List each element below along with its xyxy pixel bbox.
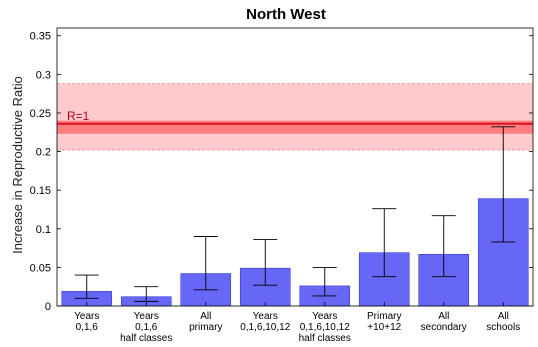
chart-title: North West <box>246 6 326 23</box>
category-label-line: 0,1,6,10,12 <box>240 322 290 333</box>
category-label-line: All <box>200 311 211 322</box>
category-label: All primary <box>189 311 222 333</box>
category-label: Primary +10+12 <box>367 311 402 333</box>
category-label: All schools <box>486 311 520 333</box>
category-label: All secondary <box>421 311 467 333</box>
category-label: Years 0,1,6 half classes <box>120 311 172 344</box>
y-tick-label: 0.25 <box>30 108 51 120</box>
category-label-line: Years <box>134 311 159 322</box>
y-tick-label: 0.2 <box>36 147 51 159</box>
y-tick-label: 0.05 <box>30 262 51 274</box>
category-label: Years 0,1,6 <box>74 311 99 333</box>
y-tick-label: 0 <box>45 301 51 313</box>
category-label-line: primary <box>189 322 222 333</box>
reference-line-label: R=1 <box>67 109 90 123</box>
category-label-line: Years <box>253 311 278 322</box>
category-label-line: half classes <box>120 333 172 344</box>
reference-inner-band <box>57 120 533 134</box>
category-label-line: All <box>498 311 509 322</box>
category-label-line: Primary <box>367 311 401 322</box>
category-label-line: 0,1,6,10,12 <box>300 322 350 333</box>
plot-frame <box>56 27 534 307</box>
category-label-line: Years <box>74 311 99 322</box>
category-label-line: secondary <box>421 322 467 333</box>
y-tick-label: 0.1 <box>36 224 51 236</box>
y-axis-label: Increase in Reproductive Ratio <box>10 76 25 254</box>
reference-outer-band <box>57 83 533 151</box>
category-label-line: 0,1,6 <box>135 322 158 333</box>
category-label: Years 0,1,6,10,12 <box>240 311 290 333</box>
category-label-line: schools <box>486 322 520 333</box>
y-tick-label: 0.35 <box>30 31 51 43</box>
category-label-line: All <box>438 311 449 322</box>
category-label-line: +10+12 <box>367 322 401 333</box>
category-label-line: Years <box>312 311 337 322</box>
category-label-line: half classes <box>299 333 351 344</box>
y-tick-label: 0.15 <box>30 185 51 197</box>
y-tick-label: 0.3 <box>36 69 51 81</box>
category-label-line: 0,1,6 <box>76 322 99 333</box>
category-label: Years 0,1,6,10,12 half classes <box>299 311 351 344</box>
